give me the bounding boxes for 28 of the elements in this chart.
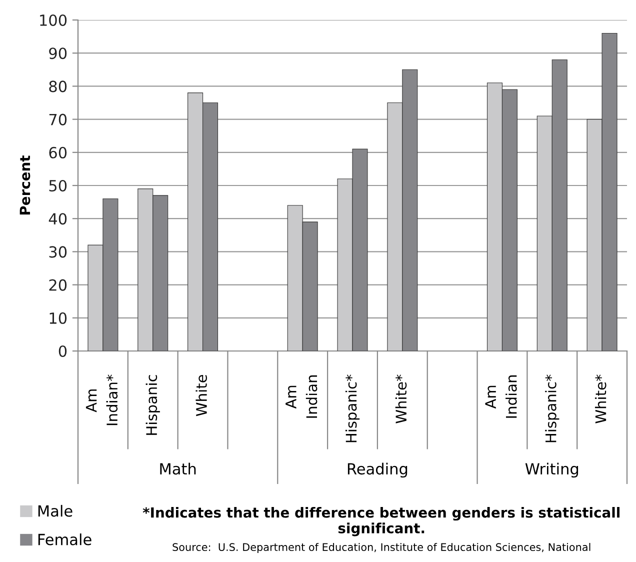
y-tick-label: 20 [49, 279, 67, 291]
y-tick-label: 30 [49, 246, 67, 258]
x-tick-label: Am Indian* [86, 374, 118, 426]
y-tick-label: 10 [50, 312, 67, 324]
text: Writing [525, 462, 578, 478]
x-tick-label: Am Indian [286, 375, 318, 418]
x-tick-label: White* [395, 374, 407, 424]
x-tick-label: White* [594, 374, 606, 424]
x-tick-label: White [196, 374, 208, 416]
x-tick-label: Hispanic [146, 375, 160, 435]
source-note: Source: U.S. Department of Education, Institute of Education Sciences, National [172, 542, 590, 554]
text: Math [160, 462, 196, 475]
y-tick-label: 70 [49, 114, 67, 126]
y-tick-label: 40 [48, 213, 67, 225]
y-axis-title: Percent [20, 156, 30, 215]
y-tick-label: 90 [49, 48, 67, 60]
y-tick-label: 100 [40, 14, 67, 26]
y-tick-label: 50 [49, 180, 67, 192]
y-tick-label: 80 [49, 80, 67, 92]
text: *Indicates that the difference between genders is statisticall significant. [142, 507, 620, 536]
legend-label: Female [38, 533, 92, 546]
legend-label: Male [38, 504, 72, 517]
x-tick-label: Am Indian [485, 375, 517, 418]
y-tick-label: 60 [49, 146, 67, 158]
x-tick-label: Hispanic* [345, 374, 360, 442]
text: Reading [348, 462, 408, 478]
x-tick-label: Hispanic* [545, 374, 560, 442]
y-tick-label: 0 [58, 345, 67, 358]
